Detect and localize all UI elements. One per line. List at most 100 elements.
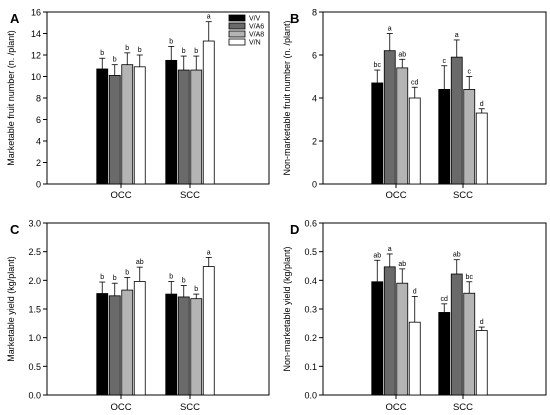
significance-letter: ab (398, 51, 406, 58)
y-tick-label: 6 (312, 51, 317, 61)
significance-letter: d (413, 288, 417, 295)
bar (463, 89, 476, 185)
bar (165, 59, 178, 185)
bar (396, 282, 409, 396)
y-axis-label: Marketable fruit number (n. /plant) (6, 30, 16, 166)
bar (121, 64, 134, 185)
significance-letter: b (169, 273, 173, 280)
bar (383, 50, 396, 185)
significance-letter: d (480, 101, 484, 108)
significance-letter: a (388, 246, 392, 253)
panel-C: 0.0 0.5 1.0 1.5 2.0 2.5 3.0 OCC SCC C Marketable y… (6, 219, 270, 413)
legend-swatch (228, 38, 246, 46)
bar (108, 75, 121, 185)
bar (202, 266, 215, 396)
significance-letter: a (207, 14, 211, 21)
significance-letter: b (169, 38, 173, 45)
y-tick-label: 4 (36, 137, 41, 147)
legend-label: V/A6 (249, 24, 264, 31)
bar (408, 321, 421, 396)
significance-letter: b (194, 48, 198, 55)
bar (133, 281, 146, 396)
y-tick-label: 2 (36, 158, 41, 168)
y-tick-label: 1.5 (28, 305, 41, 315)
significance-letter: b (194, 286, 198, 293)
bar (396, 67, 409, 185)
plot-frame (46, 222, 270, 396)
y-tick-label: 16 (31, 8, 41, 18)
bar (463, 292, 476, 396)
y-axis-label: Marketable yield (kg/plant) (6, 256, 16, 362)
significance-letter: ab (373, 252, 381, 259)
bar (475, 112, 488, 185)
bar (177, 69, 190, 185)
y-tick-label: 0.1 (304, 362, 317, 372)
bar (165, 293, 178, 396)
y-tick-label: 2.0 (28, 276, 41, 286)
legend-label: V/A8 (249, 32, 264, 39)
y-tick-label: 0.2 (304, 333, 317, 343)
significance-letter: b (113, 57, 117, 64)
legend-swatch (228, 30, 246, 38)
significance-letter: cd (411, 79, 419, 86)
bar (121, 289, 134, 396)
y-tick-label: 12 (31, 51, 41, 61)
significance-letter: ab (136, 259, 144, 266)
significance-letter: cd (441, 296, 449, 303)
legend-label: V/N (249, 40, 261, 47)
bar (438, 312, 451, 396)
bar (190, 69, 203, 185)
y-tick-label: 6 (36, 115, 41, 125)
bar (190, 298, 203, 396)
bar (408, 97, 421, 185)
significance-letter: bc (374, 62, 382, 69)
x-tick-label: OCC (110, 190, 131, 201)
panel-label: D (290, 222, 299, 237)
y-tick-label: 14 (31, 29, 41, 39)
bar (177, 296, 190, 396)
significance-letter: b (138, 47, 142, 54)
significance-letter: ab (398, 261, 406, 268)
significance-letter: bc (466, 274, 474, 281)
bar (371, 281, 384, 396)
bar (96, 68, 109, 185)
y-tick-label: 10 (31, 72, 41, 82)
significance-letter: b (125, 45, 129, 52)
y-tick-label: 4 (312, 94, 317, 104)
significance-letter: b (182, 48, 186, 55)
plot-frame (322, 11, 547, 185)
legend-swatch (228, 14, 246, 22)
legend-swatch (228, 22, 246, 30)
x-tick-label: SCC (453, 402, 473, 413)
bar (202, 40, 215, 185)
significance-letter: ab (453, 252, 461, 259)
significance-letter: b (100, 274, 104, 281)
y-tick-label: 0.0 (28, 391, 41, 401)
y-tick-label: 0.6 (304, 219, 317, 229)
x-tick-label: SCC (180, 402, 200, 413)
significance-letter: b (125, 269, 129, 276)
y-tick-label: 8 (36, 94, 41, 104)
x-tick-label: OCC (385, 190, 406, 201)
significance-letter: b (100, 50, 104, 57)
x-tick-label: OCC (385, 402, 406, 413)
panel-D: 0.0 0.1 0.2 0.3 0.4 0.5 0.6 OCC SCC D Non-marketab… (282, 219, 547, 413)
significance-letter: b (182, 277, 186, 284)
significance-letter: c (468, 69, 472, 76)
significance-letter: c (443, 58, 447, 65)
y-axis-label: Non-marketable yield (kg/plant) (282, 246, 292, 371)
y-tick-label: 0.3 (304, 305, 317, 315)
x-tick-label: OCC (110, 402, 131, 413)
y-tick-label: 2.5 (28, 247, 41, 257)
y-tick-label: 0.0 (304, 391, 317, 401)
bar (438, 89, 451, 185)
significance-letter: a (207, 249, 211, 256)
y-tick-label: 0.5 (304, 247, 317, 257)
significance-letter: b (113, 275, 117, 282)
y-tick-label: 0.5 (28, 362, 41, 372)
y-axis-label: Non-marketable fruit number (n. /plant) (282, 20, 292, 175)
panel-label: B (290, 11, 299, 26)
y-tick-label: 8 (312, 8, 317, 18)
